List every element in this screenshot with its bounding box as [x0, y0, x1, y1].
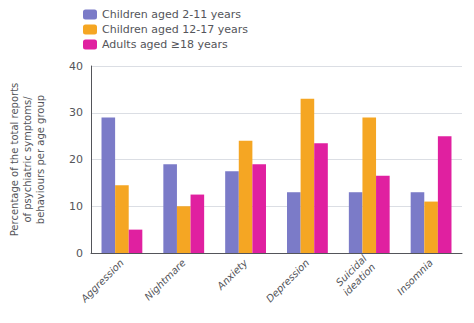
svg-text:Percentage of the total report: Percentage of the total reports — [9, 83, 20, 237]
svg-text:0: 0 — [76, 247, 83, 260]
svg-text:Aggression: Aggression — [78, 257, 126, 305]
svg-text:Anxiety: Anxiety — [214, 256, 250, 292]
svg-text:30: 30 — [69, 106, 83, 119]
svg-text:Suicidal: Suicidal — [333, 252, 369, 289]
svg-text:of psychiatric symptoms/: of psychiatric symptoms/ — [22, 96, 33, 223]
svg-text:ideation: ideation — [341, 261, 377, 297]
svg-text:Adults aged ≥18 years: Adults aged ≥18 years — [102, 38, 228, 51]
svg-text:Insomnia: Insomnia — [395, 257, 435, 297]
svg-text:Children aged 2-11 years: Children aged 2-11 years — [102, 8, 241, 21]
svg-text:Nightmare: Nightmare — [142, 257, 187, 302]
svg-text:10: 10 — [69, 200, 83, 213]
svg-text:40: 40 — [69, 60, 83, 73]
svg-text:20: 20 — [69, 153, 83, 166]
svg-text:Children aged 12-17 years: Children aged 12-17 years — [102, 23, 248, 36]
svg-text:Depression: Depression — [264, 257, 311, 304]
svg-text:behaviours per age group: behaviours per age group — [35, 95, 46, 224]
